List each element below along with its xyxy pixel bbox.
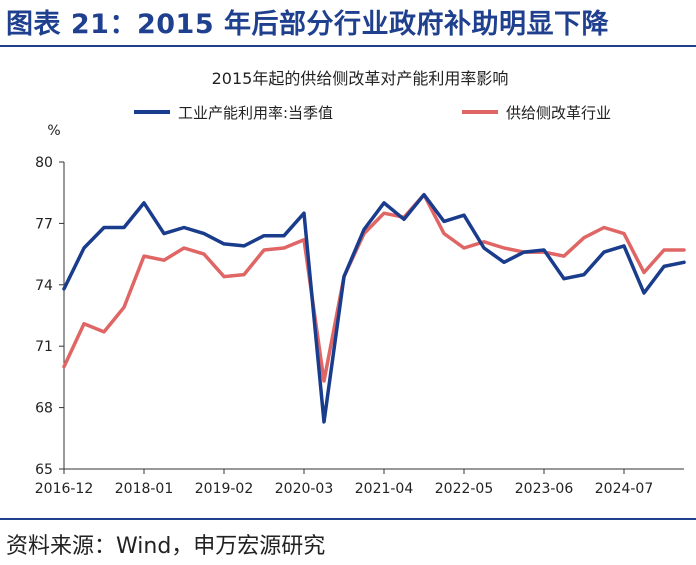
- y-tick-label: 74: [35, 278, 53, 294]
- x-tick-label: 2016-12: [35, 481, 94, 497]
- x-tick-label: 2022-05: [435, 481, 494, 497]
- title-divider: [0, 45, 696, 47]
- x-tick-label: 2024-07: [595, 481, 654, 497]
- y-axis-ticks: 65 68 71 74 77 80: [35, 155, 64, 478]
- chart-title: 2015年起的供给侧改革对产能利用率影响: [212, 69, 509, 88]
- source-note: 资料来源：Wind，申万宏源研究: [6, 534, 326, 559]
- x-tick-label: 2018-01: [115, 481, 174, 497]
- y-tick-label: 80: [35, 155, 53, 171]
- series-line-1: [62, 192, 686, 424]
- line-chart: 2015年起的供给侧改革对产能利用率影响 工业产能利用率:当季值 供给侧改革行业…: [35, 69, 686, 497]
- legend-label-series-2: 供给侧改革行业: [506, 104, 611, 122]
- y-tick-label: 77: [35, 216, 53, 232]
- series-layer: [62, 192, 686, 424]
- y-tick-label: 71: [35, 339, 53, 355]
- source-divider: [0, 518, 696, 520]
- x-axis-ticks: 2016-12 2018-01 2019-02 2020-03 2021-04 2022-…: [35, 469, 654, 497]
- y-tick-label: 68: [35, 401, 53, 417]
- y-axis-unit-label: %: [47, 123, 60, 139]
- y-tick-label: 65: [35, 462, 53, 478]
- series-line-2: [62, 192, 686, 383]
- x-tick-label: 2019-02: [195, 481, 254, 497]
- x-tick-label: 2023-06: [515, 481, 574, 497]
- legend-label-series-1: 工业产能利用率:当季值: [178, 104, 333, 122]
- chart-legend: 工业产能利用率:当季值 供给侧改革行业: [134, 104, 611, 122]
- figure-title: 图表 21：2015 年后部分行业政府补助明显下降: [6, 9, 610, 40]
- x-tick-label: 2020-03: [275, 481, 334, 497]
- x-tick-label: 2021-04: [355, 481, 414, 497]
